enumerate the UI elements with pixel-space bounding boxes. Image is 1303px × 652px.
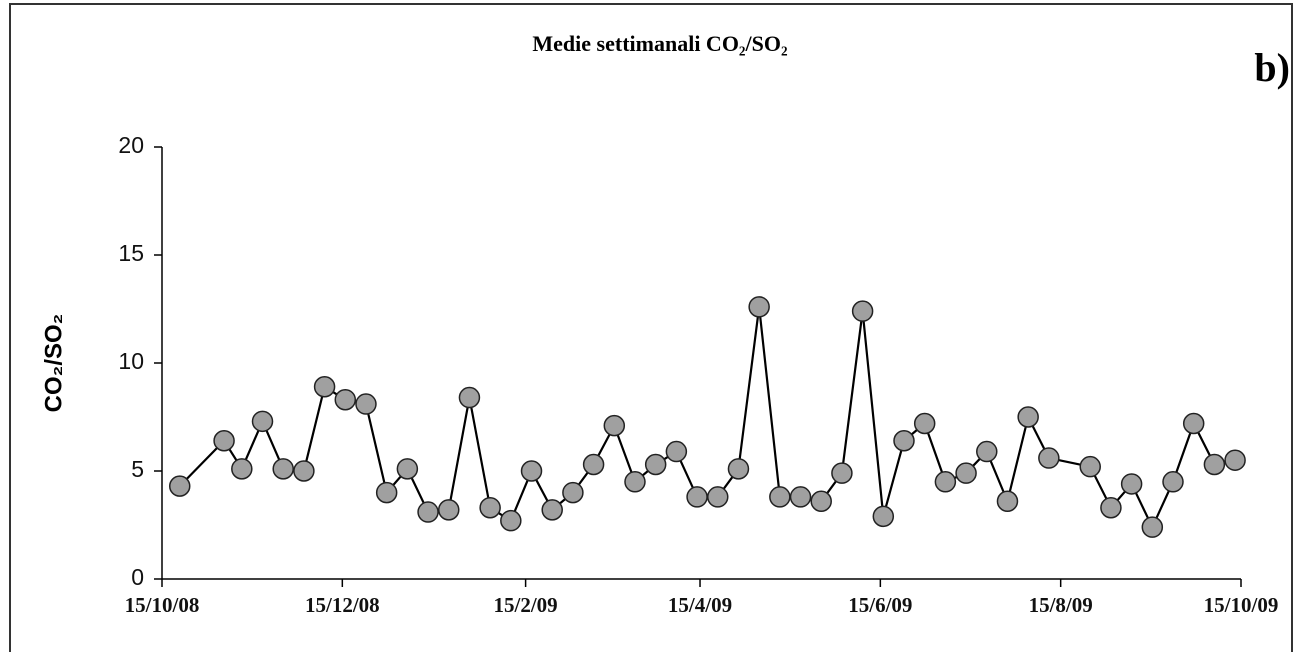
marker — [913, 412, 936, 435]
marker — [851, 300, 874, 322]
marker — [644, 453, 667, 476]
marker — [1100, 496, 1122, 519]
marker — [1038, 447, 1060, 469]
marker — [748, 296, 770, 318]
marker — [313, 376, 336, 398]
x-tick-label: 15/4/09 — [668, 593, 732, 617]
marker — [562, 481, 584, 504]
marker — [1182, 412, 1205, 435]
x-tick-label: 15/8/09 — [1029, 593, 1093, 617]
marker — [437, 499, 460, 521]
marker — [231, 458, 253, 480]
chart-title: Medie settimanali CO₂/SO₂ — [532, 31, 788, 56]
marker — [603, 414, 626, 437]
marker — [272, 458, 294, 480]
marker — [1079, 455, 1101, 478]
marker — [727, 458, 750, 480]
marker — [789, 486, 812, 508]
marker — [769, 486, 791, 508]
marker — [417, 501, 439, 523]
x-tick-label: 15/10/09 — [1204, 593, 1279, 617]
marker — [541, 499, 563, 521]
marker — [893, 430, 915, 452]
marker — [500, 509, 522, 532]
marker — [810, 490, 832, 512]
marker — [213, 430, 235, 452]
marker — [479, 496, 501, 519]
marker — [1141, 516, 1164, 538]
marker — [396, 458, 419, 480]
marker — [665, 440, 688, 463]
marker — [831, 462, 853, 484]
marker — [686, 486, 708, 508]
marker — [1162, 471, 1184, 493]
marker — [872, 505, 895, 528]
x-tick-label: 15/12/08 — [305, 593, 380, 617]
y-tick-label: 15 — [118, 240, 144, 266]
annotation: b) — [1254, 45, 1290, 90]
marker — [1120, 473, 1143, 495]
marker — [955, 462, 977, 484]
marker — [976, 440, 998, 463]
marker — [293, 460, 315, 482]
marker — [624, 471, 646, 493]
marker — [1203, 453, 1226, 476]
marker — [334, 388, 357, 411]
y-tick-label: 5 — [131, 456, 144, 482]
marker — [168, 475, 191, 497]
marker — [707, 486, 729, 508]
y-tick-label: 10 — [118, 348, 144, 374]
y-axis-label: CO₂/SO₂ — [40, 314, 67, 413]
marker — [996, 490, 1019, 512]
marker — [251, 410, 274, 433]
x-tick-label: 15/6/09 — [848, 593, 912, 617]
x-tick-label: 15/2/09 — [494, 593, 558, 617]
marker — [934, 471, 957, 493]
y-tick-label: 0 — [131, 564, 144, 590]
marker — [1224, 449, 1246, 471]
x-tick-label: 15/10/08 — [125, 593, 200, 617]
marker — [1017, 406, 1039, 428]
marker — [582, 453, 605, 476]
frame — [9, 3, 1293, 652]
marker — [458, 386, 481, 409]
marker — [520, 460, 543, 482]
marker — [355, 393, 377, 415]
marker — [375, 481, 398, 504]
y-tick-label: 20 — [118, 132, 144, 158]
